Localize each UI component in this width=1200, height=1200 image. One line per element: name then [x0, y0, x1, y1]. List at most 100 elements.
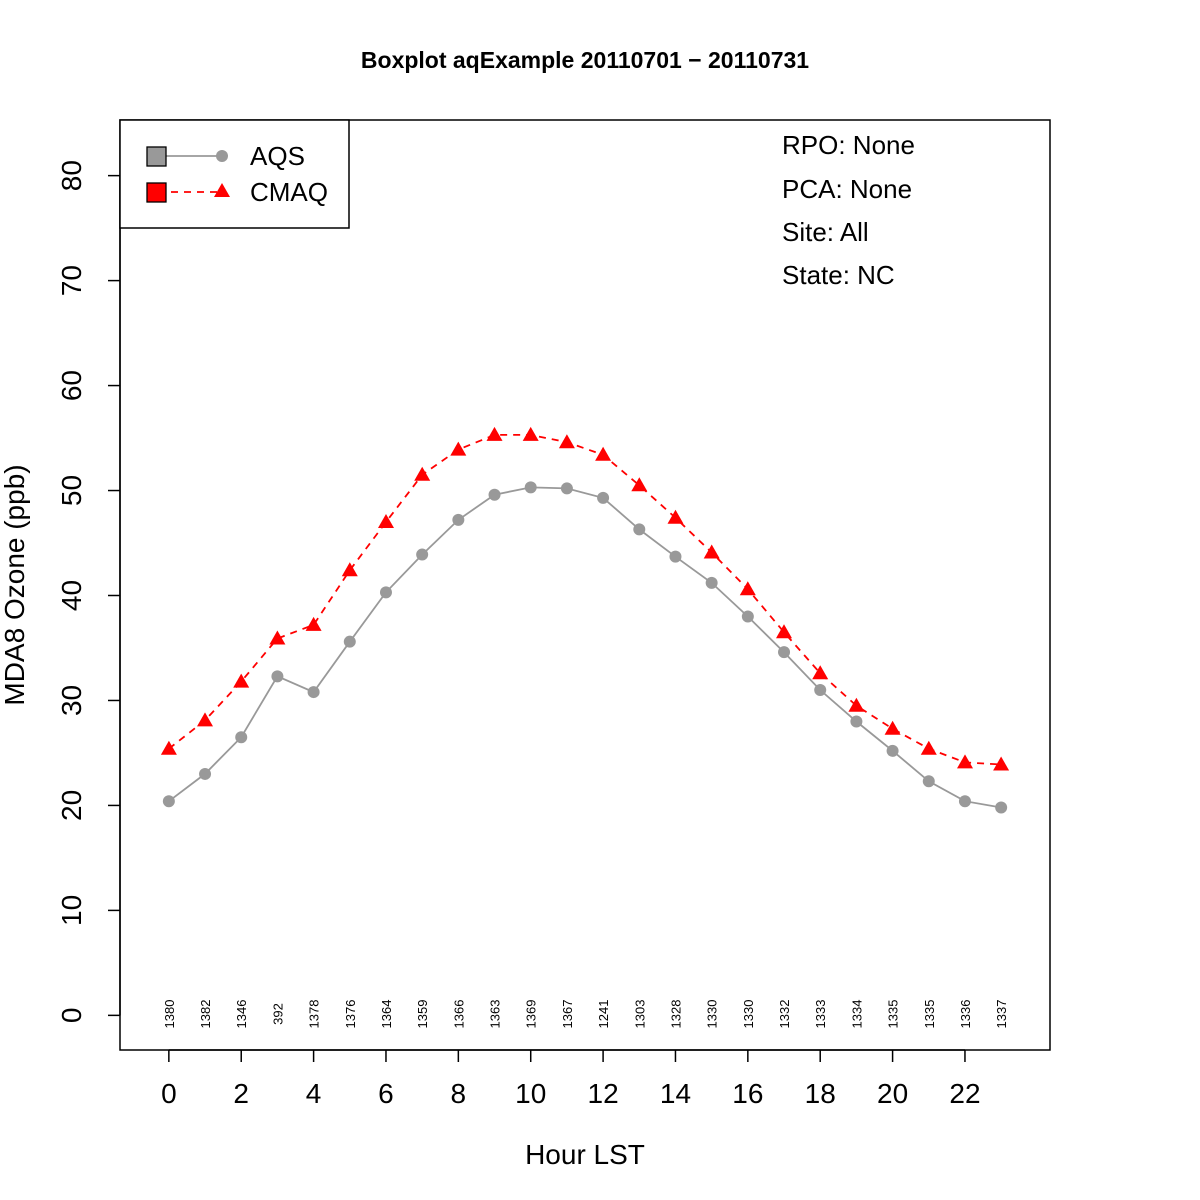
count-label: 1376	[343, 1000, 358, 1029]
y-tick-label: 30	[56, 685, 87, 716]
x-tick-label: 18	[805, 1078, 836, 1109]
x-tick-label: 16	[732, 1078, 763, 1109]
data-point	[669, 550, 682, 563]
data-point	[379, 586, 392, 599]
x-tick-label: 20	[877, 1078, 908, 1109]
count-label: 1330	[741, 1000, 756, 1029]
count-label: 392	[270, 1003, 285, 1025]
count-label: 1241	[596, 1000, 611, 1029]
data-point	[920, 740, 937, 755]
data-point	[739, 581, 756, 596]
info-state: State: NC	[782, 260, 895, 290]
data-point	[307, 686, 320, 699]
count-label: 1359	[415, 1000, 430, 1029]
y-axis: 0 10 20 30 40 50 60 70 80	[56, 160, 121, 1024]
data-point	[705, 576, 718, 589]
y-tick-label: 50	[56, 475, 87, 506]
count-label: 1380	[162, 1000, 177, 1029]
data-point	[160, 740, 177, 755]
data-point	[378, 514, 394, 528]
legend-aqs-marker	[216, 150, 228, 162]
series-aqs	[162, 481, 1008, 814]
data-point	[814, 683, 827, 696]
x-axis-label: Hour LST	[525, 1139, 645, 1170]
count-label: 1303	[632, 1000, 647, 1029]
data-point	[199, 767, 212, 780]
count-label: 1337	[994, 1000, 1009, 1029]
data-point	[233, 673, 250, 688]
data-point	[197, 712, 213, 727]
counts-layer: 1380 1382 1346 392 1378 1376 1364 1359 1366 1363 1…	[162, 1000, 1009, 1029]
x-tick-label: 14	[660, 1078, 691, 1109]
data-point	[416, 548, 429, 561]
x-tick-label: 22	[949, 1078, 980, 1109]
data-point	[269, 630, 286, 645]
data-point	[776, 624, 792, 639]
data-point	[633, 523, 646, 536]
count-label: 1364	[379, 1000, 394, 1029]
y-tick-label: 20	[56, 790, 87, 821]
data-point	[667, 509, 684, 524]
count-label: 1346	[234, 1000, 249, 1029]
count-label: 1328	[668, 1000, 683, 1029]
data-point	[884, 720, 901, 735]
count-label: 1335	[922, 1000, 937, 1029]
data-point	[848, 697, 865, 712]
y-tick-label: 40	[56, 580, 87, 611]
count-label: 1334	[849, 1000, 864, 1029]
count-label: 1369	[524, 1000, 539, 1029]
info-rpo: RPO: None	[782, 130, 915, 160]
legend-cmaq-marker	[214, 183, 230, 197]
x-tick-label: 8	[451, 1078, 467, 1109]
x-tick-label: 12	[588, 1078, 619, 1109]
data-point	[305, 616, 322, 631]
count-label: 1333	[813, 1000, 828, 1029]
data-point	[993, 756, 1010, 771]
data-point	[597, 491, 610, 504]
count-label: 1366	[451, 1000, 466, 1029]
data-point	[958, 795, 971, 808]
data-point	[703, 544, 720, 559]
data-point	[271, 670, 284, 683]
x-tick-label: 6	[378, 1078, 394, 1109]
x-tick-label: 10	[515, 1078, 546, 1109]
data-point	[886, 744, 899, 757]
x-tick-label: 0	[161, 1078, 177, 1109]
count-label: 1332	[777, 1000, 792, 1029]
info-box: RPO: None PCA: None Site: All State: NC	[782, 130, 915, 290]
legend-box	[119, 119, 350, 229]
data-point	[452, 513, 465, 526]
data-point	[524, 481, 537, 494]
data-point	[995, 801, 1008, 814]
data-point	[812, 665, 829, 680]
count-label: 1330	[705, 1000, 720, 1029]
count-label: 1336	[958, 1000, 973, 1029]
series-line-aqs	[168, 486, 1002, 809]
plot-area	[119, 119, 1051, 1051]
legend: AQS CMAQ	[119, 119, 350, 229]
legend-entry-aqs: AQS	[146, 141, 305, 171]
data-point	[486, 426, 503, 441]
legend-entry-cmaq: CMAQ	[146, 177, 328, 207]
count-label: 1378	[307, 1000, 322, 1029]
y-tick-label: 0	[56, 1008, 87, 1024]
x-tick-label: 2	[233, 1078, 249, 1109]
y-tick-label: 10	[56, 895, 87, 926]
data-point	[414, 466, 431, 481]
data-point	[235, 731, 248, 744]
y-axis-label: MDA8 Ozone (ppb)	[0, 464, 30, 705]
count-label: 1335	[886, 1000, 901, 1029]
data-point	[778, 646, 791, 659]
data-point	[850, 715, 863, 728]
x-tick-label: 4	[306, 1078, 322, 1109]
series-cmaq	[160, 426, 1010, 771]
info-site: Site: All	[782, 217, 869, 247]
count-label: 1367	[560, 1000, 575, 1029]
legend-cmaq-swatch	[146, 182, 167, 203]
legend-aqs-swatch	[146, 146, 167, 167]
data-point	[595, 446, 612, 461]
y-tick-label: 60	[56, 370, 87, 401]
data-point	[343, 635, 356, 648]
data-point	[450, 441, 467, 456]
